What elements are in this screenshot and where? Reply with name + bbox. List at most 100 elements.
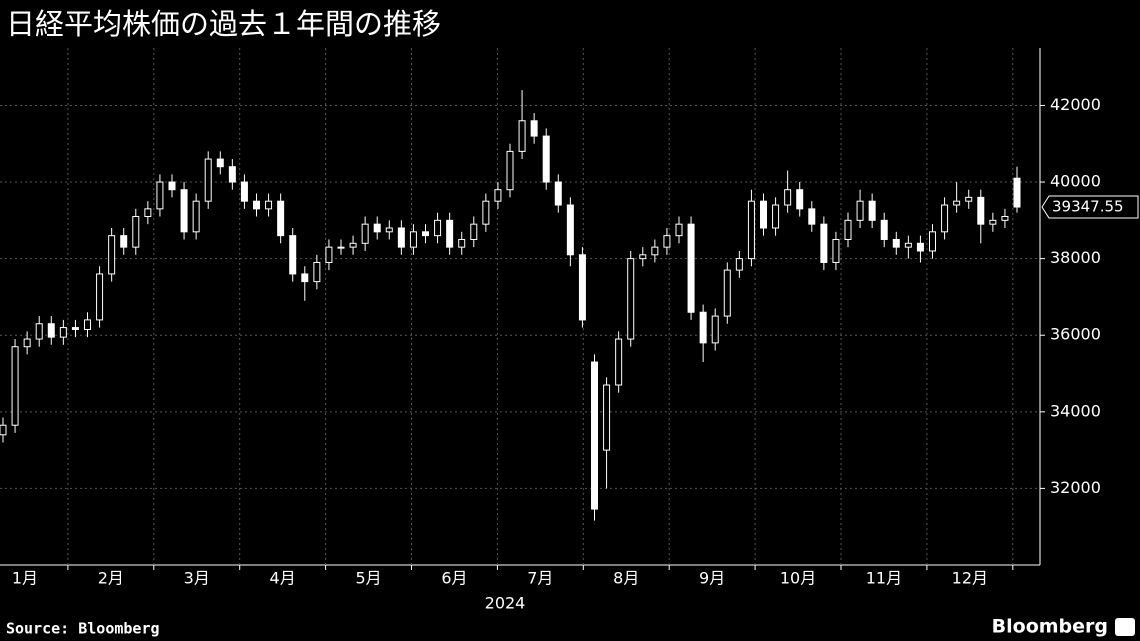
candle-body	[313, 261, 321, 283]
candle-body	[566, 204, 574, 256]
candle-body	[204, 158, 212, 202]
candle-body	[228, 166, 236, 183]
candle-body	[361, 223, 369, 244]
candle-body	[446, 219, 454, 248]
candle-body	[385, 227, 393, 233]
candle-body	[458, 238, 466, 248]
candle-body	[916, 242, 924, 252]
x-tick-label: 8月	[613, 569, 639, 588]
candle-body	[530, 120, 538, 137]
x-tick-label: 11月	[866, 569, 902, 588]
x-tick-label: 1月	[12, 569, 38, 588]
candle-body	[434, 219, 442, 237]
y-tick-label: 34000	[1050, 401, 1101, 420]
x-tick-label: 12月	[952, 569, 988, 588]
candle-body	[132, 216, 140, 248]
candle-body	[808, 208, 816, 225]
candle-body	[168, 181, 176, 191]
x-tick-label: 6月	[441, 569, 467, 588]
logo: Bloomberg	[992, 616, 1108, 638]
candle-body	[989, 219, 997, 225]
x-tick-label: 3月	[184, 569, 210, 588]
candle-body	[349, 242, 357, 248]
y-tick-label: 38000	[1050, 248, 1101, 267]
candle-body	[554, 181, 562, 206]
candle-body	[868, 200, 876, 221]
x-tick-label: 5月	[355, 569, 381, 588]
candle-body	[325, 246, 333, 263]
last-value-label: 39347.55	[1052, 198, 1124, 216]
candle-body	[422, 231, 429, 237]
candle-body	[760, 200, 767, 229]
candle-body	[337, 246, 345, 249]
candle-body	[772, 204, 780, 229]
candle-body	[59, 327, 67, 338]
candle-body	[796, 189, 804, 210]
candle-body	[71, 327, 79, 330]
candle-body	[120, 235, 128, 248]
candle-body	[542, 135, 550, 183]
candle-body	[1013, 177, 1021, 208]
y-tick-label: 42000	[1050, 95, 1101, 114]
candle-body	[723, 269, 731, 317]
candle-body	[482, 200, 490, 225]
candle-body	[192, 200, 200, 233]
candle-body	[687, 223, 695, 313]
candle-body	[578, 254, 586, 321]
last-value-box	[1041, 195, 1139, 219]
candle-body	[156, 181, 164, 210]
candle-body	[663, 235, 671, 248]
candle-body	[373, 223, 381, 233]
candle-body	[711, 315, 719, 344]
candle-body	[856, 200, 864, 221]
candle-body	[615, 338, 623, 386]
candle-body	[47, 323, 55, 338]
candle-body	[603, 384, 611, 451]
candle-body	[784, 189, 792, 206]
candle-body	[397, 227, 405, 248]
candle-body	[240, 181, 248, 202]
x-tick-label: 9月	[699, 569, 725, 588]
candle-body	[35, 323, 43, 340]
candle-body	[735, 258, 743, 271]
candle-body	[409, 231, 417, 248]
candle-body	[108, 235, 116, 275]
candle-body	[518, 120, 526, 152]
candle-body	[977, 196, 985, 225]
candle-body	[965, 196, 973, 202]
candle-body	[506, 150, 514, 191]
candle-body	[953, 200, 961, 206]
candle-body	[832, 238, 840, 263]
y-tick-label: 32000	[1050, 478, 1101, 497]
y-tick-label: 36000	[1050, 325, 1101, 344]
chart-title: 日経平均株価の過去１年間の推移	[6, 7, 441, 41]
candle-body	[470, 223, 478, 240]
candle-body	[892, 238, 900, 248]
candle-body	[627, 258, 635, 340]
candle-body	[265, 200, 273, 210]
candle-body	[277, 200, 285, 237]
x-tick-label: 10月	[780, 569, 816, 588]
candle-body	[1001, 216, 1009, 221]
candle-body	[253, 200, 260, 210]
candle-body	[651, 246, 659, 256]
candle-body	[0, 424, 7, 436]
candle-body	[216, 158, 224, 168]
x-tick-label: 2月	[98, 569, 124, 588]
x-tick-label: 7月	[527, 569, 553, 588]
x-tick-label: 4月	[270, 569, 296, 588]
candle-body	[844, 219, 852, 240]
x-axis-label: 2024	[485, 594, 526, 613]
candle-body	[96, 273, 104, 321]
candle-body	[904, 242, 912, 248]
candle-body	[301, 273, 309, 283]
candle-body	[591, 361, 598, 510]
candle-body	[639, 254, 647, 260]
source: Source: Bloomberg	[6, 620, 160, 638]
candle-body	[289, 235, 297, 275]
y-tick-label: 40000	[1050, 172, 1101, 191]
candle-body	[23, 338, 31, 348]
candle-body	[11, 346, 19, 426]
